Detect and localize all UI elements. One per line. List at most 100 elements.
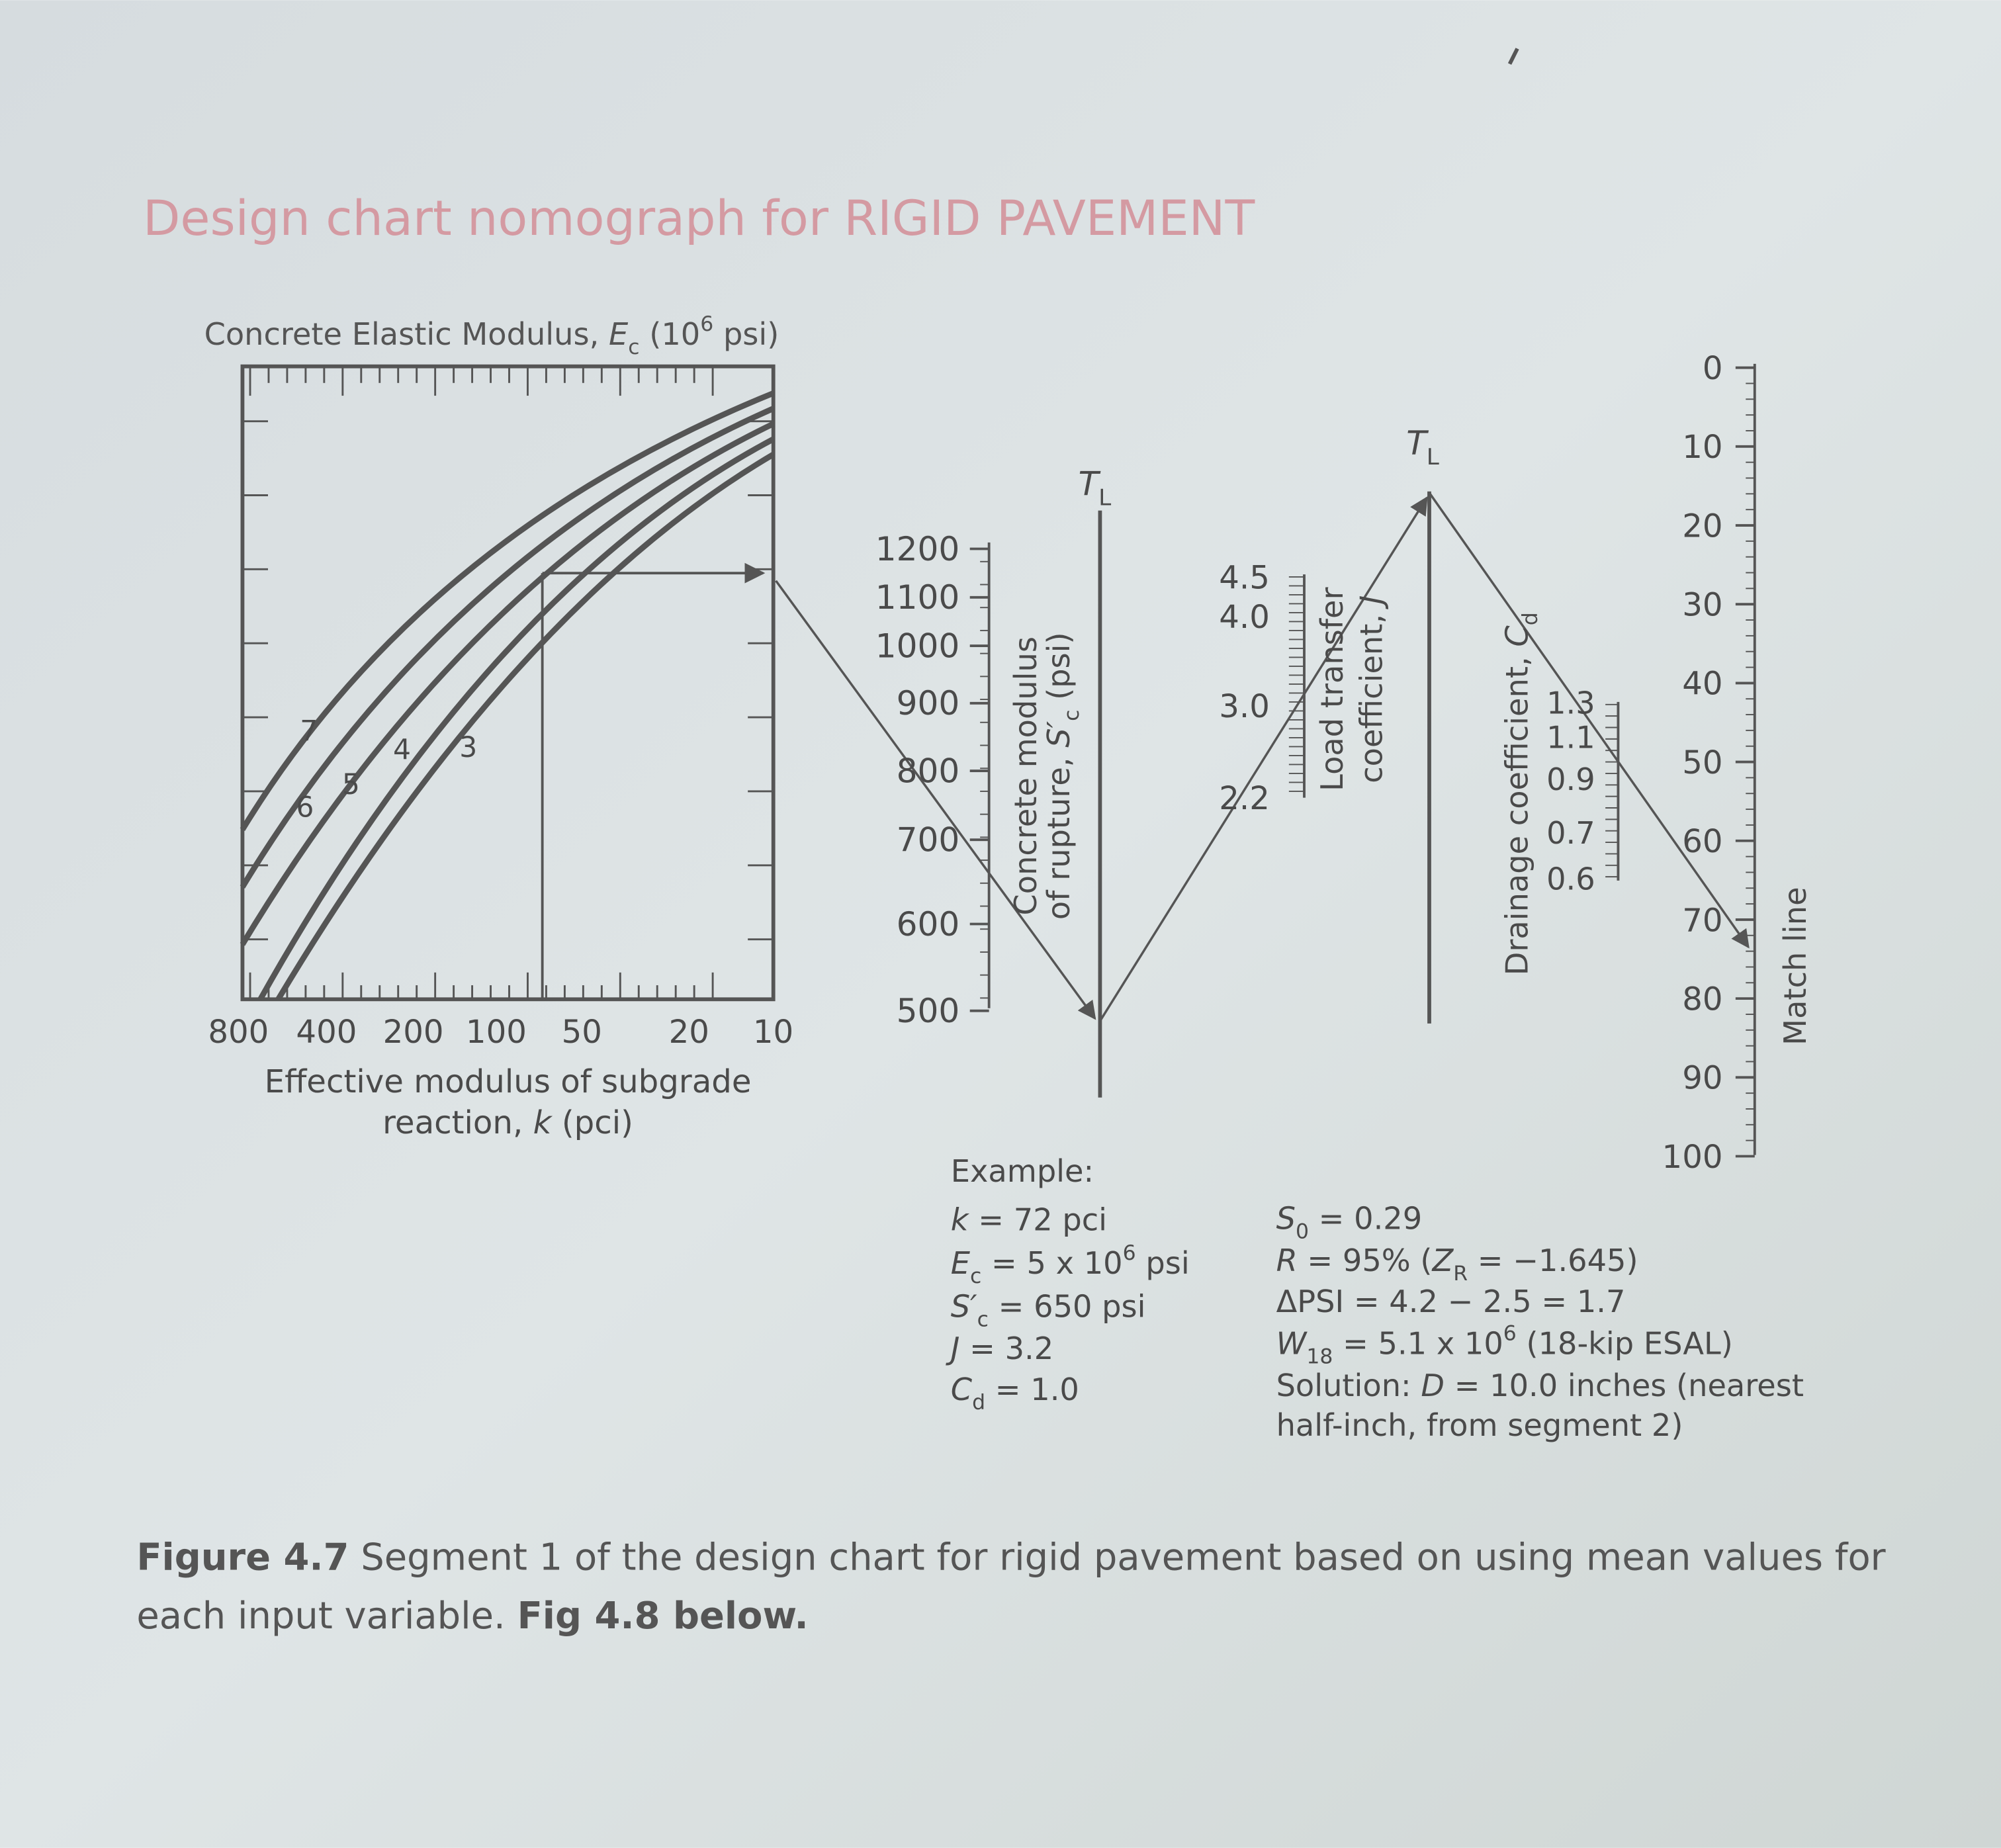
cd-tick-label: 1.3 bbox=[1546, 685, 1595, 721]
match-tick-label: 60 bbox=[1682, 823, 1722, 860]
text-run: d bbox=[1518, 612, 1542, 625]
example-line: k = 72 pci bbox=[951, 1202, 1107, 1237]
text-run: 6 bbox=[1123, 1241, 1136, 1265]
text-run: Concrete Elastic Modulus, bbox=[204, 316, 609, 352]
match-tick-label: 70 bbox=[1682, 902, 1722, 939]
curve bbox=[275, 452, 775, 1001]
caption: Figure 4.7 Segment 1 of the design chart… bbox=[136, 1536, 1885, 1579]
text-run: W bbox=[1276, 1325, 1308, 1361]
text-run: = −1.645) bbox=[1468, 1243, 1638, 1278]
text-run: Solution: bbox=[1276, 1368, 1421, 1403]
curve-label: 7 bbox=[300, 715, 318, 748]
text-run: c bbox=[970, 1264, 981, 1288]
rupture-tick-label: 700 bbox=[897, 820, 960, 859]
example-line: Cd = 1.0 bbox=[951, 1372, 1079, 1415]
curve bbox=[240, 406, 775, 889]
text-run: each input variable. bbox=[136, 1595, 517, 1638]
text-run: S′ bbox=[951, 1289, 977, 1325]
curve bbox=[257, 436, 775, 1001]
text-run: = 3.2 bbox=[959, 1331, 1053, 1366]
text-run: 6 bbox=[1503, 1322, 1517, 1346]
text-run: ΔPSI = 4.2 − 2.5 = 1.7 bbox=[1276, 1284, 1626, 1319]
text-run: c bbox=[977, 1307, 989, 1331]
text-run: k bbox=[951, 1202, 970, 1237]
text-run: Figure 4.7 bbox=[136, 1536, 349, 1579]
tl-label: TL bbox=[1406, 423, 1439, 470]
text-run: C bbox=[1499, 625, 1534, 647]
page-title: Design chart nomograph for RIGID PAVEMEN… bbox=[143, 191, 1255, 247]
rupture-tick-label: 1100 bbox=[875, 578, 960, 617]
text-run: psi bbox=[1136, 1245, 1190, 1281]
curve-label: 3 bbox=[459, 732, 477, 764]
text-run: = 5 x 10 bbox=[981, 1245, 1122, 1281]
text-run: = 650 psi bbox=[989, 1289, 1146, 1325]
text-run: R bbox=[1453, 1262, 1468, 1286]
text-run: Concrete modulus bbox=[1008, 637, 1044, 915]
axis-title: Load transfer bbox=[1314, 586, 1350, 791]
text-run: = 10.0 inches (nearest bbox=[1445, 1368, 1804, 1403]
curve-label: 5 bbox=[342, 769, 360, 801]
k-tick-label: 50 bbox=[562, 1014, 602, 1051]
match-tick-label: 10 bbox=[1682, 429, 1722, 466]
k-tick-label: 800 bbox=[208, 1014, 269, 1051]
example-line: Solution: D = 10.0 inches (nearest bbox=[1276, 1368, 1804, 1403]
cd-tick-label: 1.1 bbox=[1546, 719, 1595, 755]
text-run: 18 bbox=[1306, 1344, 1333, 1368]
match-tick-label: 20 bbox=[1682, 507, 1722, 545]
text-run: T bbox=[1079, 464, 1101, 503]
curve-label: 4 bbox=[393, 734, 411, 767]
k-tick-label: 400 bbox=[296, 1014, 357, 1051]
k-tick-label: 100 bbox=[466, 1014, 527, 1051]
text-run: = 0.29 bbox=[1309, 1200, 1422, 1236]
j-tick-label: 4.5 bbox=[1219, 559, 1270, 596]
rupture-tick-label: 800 bbox=[897, 751, 960, 790]
text-run: Z bbox=[1431, 1243, 1454, 1278]
cd-tick-label: 0.6 bbox=[1546, 861, 1595, 897]
text-run: of rupture, bbox=[1041, 748, 1077, 920]
axis-title: of rupture, S′c (psi) bbox=[1041, 632, 1084, 920]
text-run: Drainage coefficient, bbox=[1499, 647, 1534, 976]
text-run: (10 bbox=[640, 316, 701, 352]
rupture-tick-label: 1000 bbox=[875, 626, 960, 665]
example-heading: Example: bbox=[951, 1153, 1094, 1189]
rupture-tick-label: 1200 bbox=[875, 529, 960, 568]
curve bbox=[240, 421, 775, 946]
text-run: psi) bbox=[713, 316, 779, 352]
axis-title: reaction, k (pci) bbox=[382, 1104, 633, 1141]
k-tick-label: 10 bbox=[753, 1014, 793, 1051]
k-tick-label: 20 bbox=[669, 1014, 709, 1051]
rupture-tick-label: 500 bbox=[897, 991, 960, 1030]
example-line: S0 = 0.29 bbox=[1276, 1200, 1423, 1243]
nomograph-lines bbox=[240, 48, 1756, 1158]
text-run: c bbox=[1060, 710, 1084, 721]
text-run: k bbox=[533, 1104, 553, 1141]
match-tick-label: 0 bbox=[1703, 350, 1723, 387]
text-run: E bbox=[609, 316, 629, 352]
curve bbox=[240, 390, 775, 832]
example-line: half-inch, from segment 2) bbox=[1276, 1407, 1683, 1443]
text-run: E bbox=[951, 1245, 971, 1281]
caption: each input variable. Fig 4.8 below. bbox=[136, 1595, 808, 1638]
axis-title: Match line bbox=[1777, 887, 1813, 1045]
rupture-tick-label: 600 bbox=[897, 904, 960, 944]
k-tick-label: 200 bbox=[383, 1014, 444, 1051]
j-tick-label: 2.2 bbox=[1219, 780, 1270, 817]
axis-title: Effective modulus of subgrade bbox=[265, 1063, 752, 1100]
text-run: S′ bbox=[1041, 721, 1077, 747]
text-run: = 5.1 x 10 bbox=[1333, 1325, 1503, 1361]
text-run: C bbox=[951, 1372, 973, 1407]
text-run: D bbox=[1421, 1368, 1445, 1403]
text-run: Effective modulus of subgrade bbox=[265, 1063, 752, 1100]
rupture-tick-label: 900 bbox=[897, 683, 960, 723]
example-line: S′c = 650 psi bbox=[951, 1289, 1146, 1332]
example-line: J = 3.2 bbox=[946, 1331, 1053, 1366]
text-run: Segment 1 of the design chart for rigid … bbox=[349, 1536, 1886, 1579]
example-line: W18 = 5.1 x 106 (18-kip ESAL) bbox=[1276, 1322, 1733, 1369]
text-run: Fig 4.8 below. bbox=[517, 1595, 809, 1638]
j-tick-label: 3.0 bbox=[1219, 688, 1270, 725]
match-tick-label: 100 bbox=[1662, 1139, 1723, 1176]
text-run: 6 bbox=[700, 312, 713, 336]
